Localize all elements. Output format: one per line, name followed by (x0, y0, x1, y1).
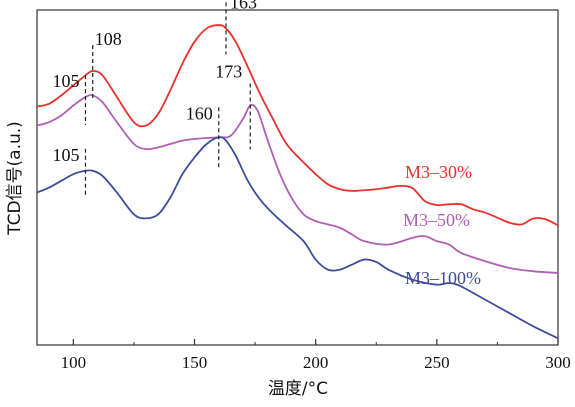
x-tick-label: 250 (424, 353, 450, 372)
peak-label: 105 (52, 145, 79, 165)
peak-label: 160 (186, 103, 213, 123)
series-lines (36, 24, 559, 340)
series-label-2: M3–50% (403, 210, 470, 230)
series-label-3: M3–100% (405, 268, 481, 288)
x-tick-label: 300 (545, 353, 571, 372)
series-line-3 (36, 136, 559, 340)
x-tick-label: 150 (182, 353, 208, 372)
peak-label: 108 (95, 29, 122, 49)
series-line-2 (36, 94, 559, 274)
peak-label: 105 (52, 71, 79, 91)
x-axis: 100 150 200 250 300 (61, 339, 571, 372)
x-tick-label: 100 (61, 353, 87, 372)
series-label-1: M3–30% (405, 162, 472, 182)
series-line-1 (36, 24, 559, 227)
y-axis-title: TCD信号(a.u.) (5, 121, 25, 236)
peak-label: 163 (230, 0, 257, 12)
x-tick-label: 200 (303, 353, 329, 372)
series-name-labels: M3–30% M3–50% M3–100% (403, 162, 481, 288)
peak-labels: 108 163 105 173 105 160 (52, 0, 257, 165)
plot-border (36, 9, 559, 346)
peak-label: 173 (215, 61, 242, 81)
plot-frame (36, 9, 559, 346)
peak-markers (84, 2, 251, 197)
x-axis-title: 温度/°C (268, 379, 328, 399)
